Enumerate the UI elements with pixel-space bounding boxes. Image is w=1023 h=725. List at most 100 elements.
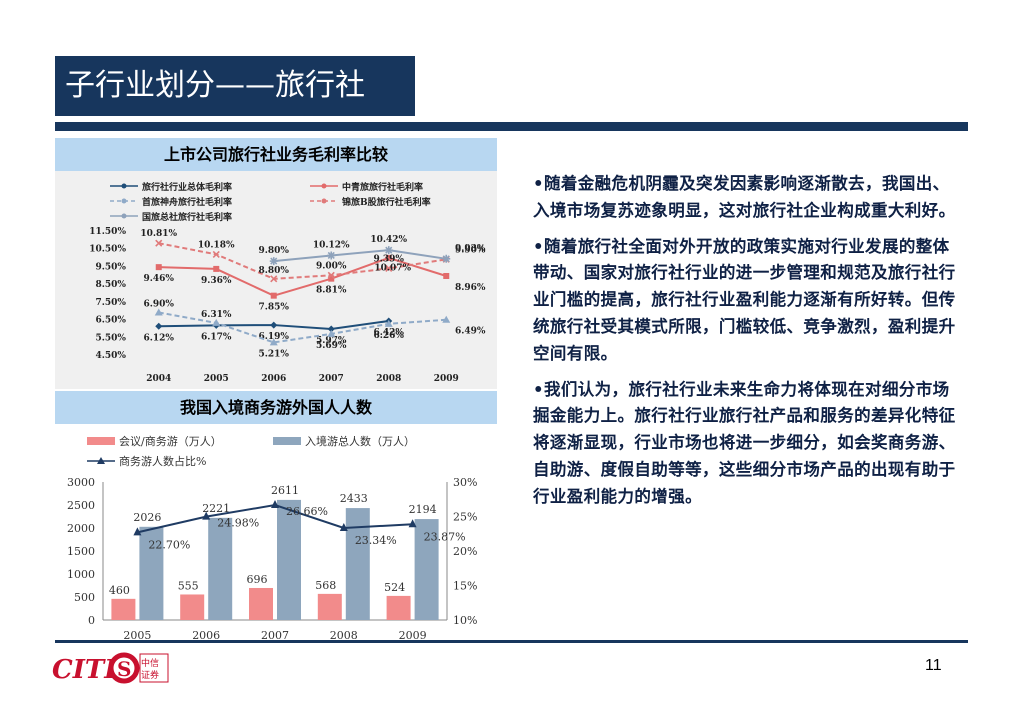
data-label: 10.81% [140,229,177,239]
bar-business [111,598,136,620]
legend-marker [321,198,327,204]
data-point [443,272,450,279]
data-label: 23.34% [355,534,397,547]
x-tick-label: 2009 [399,629,427,642]
bar-label: 2026 [133,511,161,524]
data-point [327,251,336,260]
bar-business [249,587,273,620]
bar-label: 460 [109,584,130,597]
bullet-list: •随着金融危机阴霾及突发因素影响逐渐散去，我国出、入境市场复苏迹象明显，这对旅行… [533,171,963,520]
data-label: 10.42% [370,235,407,245]
y-tick-label: 9.50% [96,262,127,272]
data-point [212,250,220,258]
series-line [158,311,447,344]
legend-marker [97,457,105,464]
y-tick-label: 6.50% [96,316,127,326]
bar-label: 2611 [271,484,299,497]
y-tick-label: 10.50% [89,245,126,255]
bar-total [208,517,233,620]
bar-label: 2194 [409,503,437,516]
chart1-header: 上市公司旅行社业务毛利率比较 [55,138,497,171]
bar-total [277,499,301,620]
legend-marker [321,183,327,189]
legend-marker [121,183,127,189]
x-tick-label: 2008 [330,629,358,642]
data-label: 5.97% [316,336,347,346]
bullet-3: •我们认为，旅行社行业未来生命力将体现在对细分市场掘金能力上。旅行社行业旅行社产… [533,379,956,506]
data-point [442,254,451,263]
bar-total [345,508,370,620]
bar-total [139,526,164,620]
data-point [212,318,221,326]
y-tick-label: 3000 [67,476,95,489]
y2-tick-label: 20% [453,545,477,558]
data-point [269,338,278,346]
svg-text:证券: 证券 [141,669,159,681]
data-point [213,265,220,272]
data-point [385,264,393,272]
bar-business [386,595,411,620]
bar-label: 2221 [202,502,230,515]
data-point [384,319,393,327]
data-point [327,325,335,333]
svg-text:中信: 中信 [141,657,159,669]
data-label: 7.85% [259,303,290,313]
y-tick-label: 11.50% [89,227,126,237]
legend-label: 国旅总社旅行社毛利率 [142,211,232,223]
data-label: 10.18% [198,240,235,250]
data-label: 6.31% [201,310,232,320]
data-point [155,264,162,271]
data-label: 9.39% [374,254,405,264]
data-label: 6.19% [259,332,290,342]
bullet-1: •随着金融危机阴霾及突发因素影响逐渐散去，我国出、入境市场复苏迹象明显，这对旅行… [533,174,956,220]
footer-divider [55,640,968,643]
x-tick-label: 2009 [434,374,459,384]
y2-tick-label: 10% [453,614,477,627]
legend-label: 旅行社行业总体毛利率 [142,181,232,193]
data-label: 22.70% [148,538,190,551]
x-tick-label: 2007 [319,374,344,384]
data-label: 9.93% [455,244,486,254]
legend-label: 锦旅B股旅行社毛利率 [342,196,431,208]
data-point [133,527,142,536]
data-point [270,275,278,283]
data-point [270,321,278,329]
data-point [269,257,278,266]
data-label: 9.36% [201,276,232,286]
x-tick-label: 2006 [261,374,286,384]
y-tick-label: 0 [88,614,95,627]
data-point [271,500,279,509]
y2-tick-label: 30% [453,476,477,489]
data-label: 6.49% [455,327,486,337]
bar-label: 2433 [340,492,368,505]
data-label: 6.26% [374,331,405,341]
data-point [442,315,451,323]
y-tick-label: 5.50% [96,333,127,343]
data-label: 9.90% [455,245,486,255]
x-tick-label: 2008 [376,374,401,384]
data-label: 5.69% [316,341,347,351]
series-line [158,256,447,297]
y-tick-label: 1500 [67,545,95,558]
data-label: 9.46% [144,274,175,284]
series-line [273,249,447,263]
data-point [327,329,336,337]
y-tick-label: 2000 [67,522,95,535]
bar-label: 568 [315,579,336,592]
bar-label: 696 [247,573,268,586]
data-label: 10.07% [374,263,411,273]
legend-label: 商务游人数占比% [119,454,206,468]
data-label: 26.66% [286,505,328,518]
y-tick-label: 2500 [67,499,95,512]
y-tick-label: 8.50% [96,280,127,290]
x-tick-label: 2005 [204,374,229,384]
data-label: 6.17% [201,332,232,342]
slide-title: 子行业划分——旅行社 [55,56,415,116]
y-tick-label: 500 [74,591,95,604]
data-label: 6.42% [374,328,405,338]
data-point [385,254,392,261]
legend-label: 会议/商务游（万人） [119,434,222,448]
data-label: 8.96% [455,283,486,293]
data-point [155,239,163,247]
data-point [154,308,163,316]
